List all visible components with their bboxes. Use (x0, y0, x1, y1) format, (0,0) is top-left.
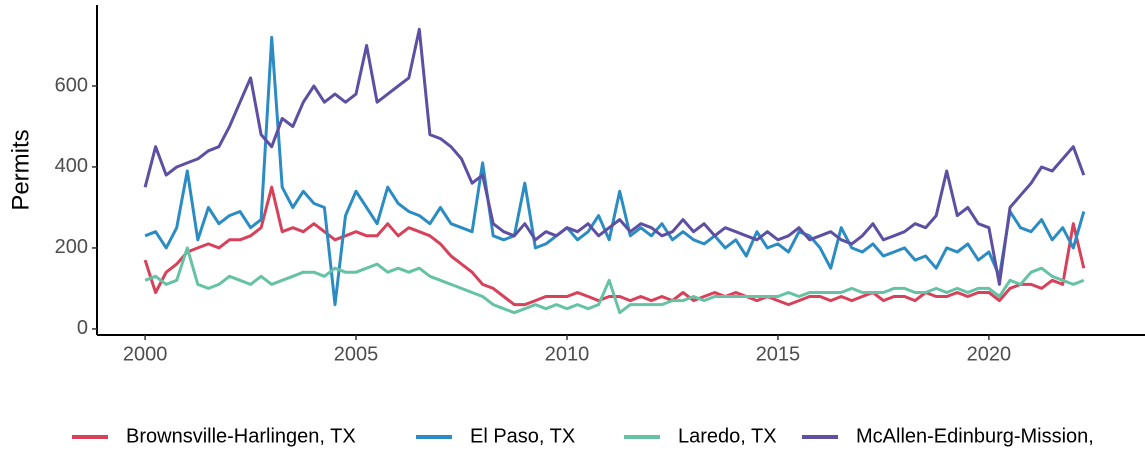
legend-label: McAllen-Edinburg-Mission, (856, 425, 1094, 447)
y-tick-label: 400 (55, 155, 88, 177)
legend-label: Brownsville-Harlingen, TX (126, 425, 356, 447)
x-tick-label: 2000 (123, 343, 168, 365)
x-tick-label: 2015 (756, 343, 801, 365)
y-axis-title: Permits (7, 129, 34, 210)
legend-label: Laredo, TX (678, 425, 777, 447)
series-line (144, 35, 1086, 307)
y-tick-label: 600 (55, 74, 88, 96)
series-line (143, 27, 1086, 286)
series-line (144, 246, 1085, 315)
y-tick-label: 200 (55, 236, 88, 258)
legend-label: El Paso, TX (470, 425, 575, 447)
y-tick-label: 0 (77, 317, 88, 339)
x-tick-label: 2010 (545, 343, 590, 365)
x-tick-label: 2005 (334, 343, 379, 365)
x-tick-label: 2020 (967, 343, 1012, 365)
series-line (143, 185, 1086, 307)
